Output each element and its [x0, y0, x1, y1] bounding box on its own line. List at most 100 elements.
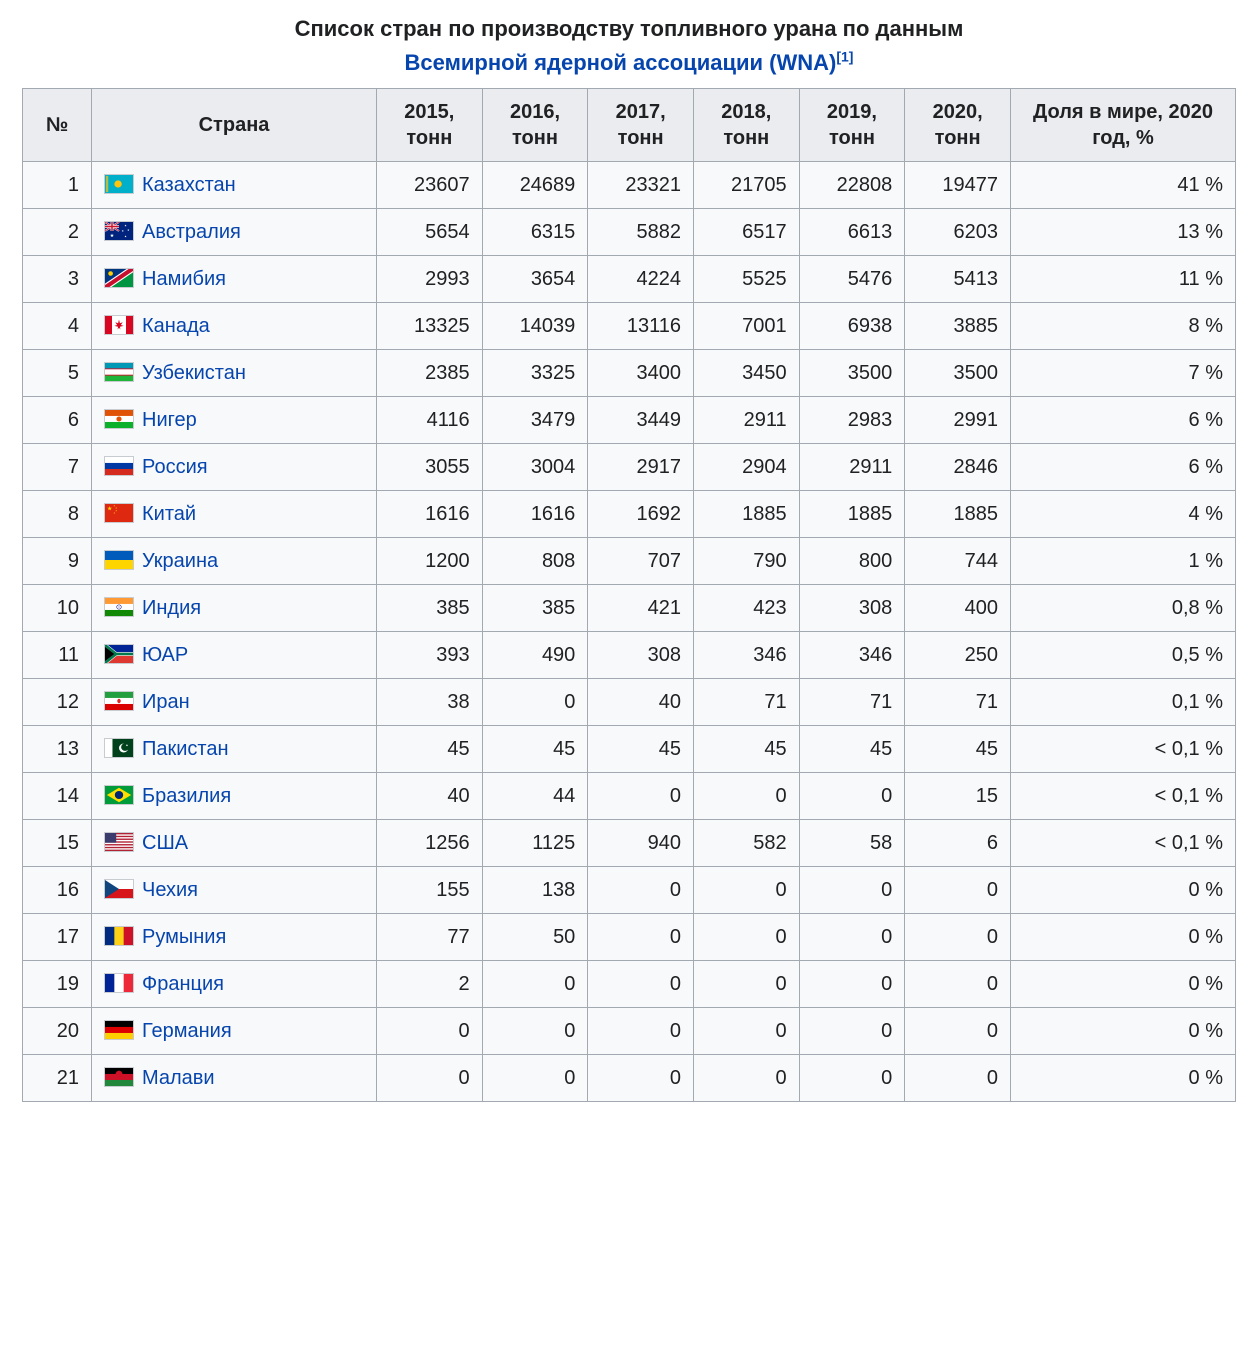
country-link[interactable]: Узбекистан	[142, 362, 246, 384]
cell-country: Бразилия	[92, 773, 377, 820]
cell-value: 38	[377, 679, 483, 726]
col-2019[interactable]: 2019, тонн	[799, 89, 905, 162]
country-link[interactable]: Чехия	[142, 879, 198, 901]
country-link[interactable]: Франция	[142, 973, 224, 995]
cell-value: 15	[905, 773, 1011, 820]
table-row: 21Малави0000000 %	[23, 1055, 1236, 1102]
country-link[interactable]: Россия	[142, 456, 208, 478]
cell-country: Украина	[92, 538, 377, 585]
ru-flag-icon	[104, 456, 134, 476]
cell-value: 3325	[482, 350, 588, 397]
table-row: 2Австралия56546315588265176613620313 %	[23, 209, 1236, 256]
caption-line1: Список стран по производству топливного …	[295, 16, 964, 41]
cell-rank: 17	[23, 914, 92, 961]
cell-share: 4 %	[1011, 491, 1236, 538]
br-flag-icon	[104, 785, 134, 805]
cell-share: < 0,1 %	[1011, 820, 1236, 867]
country-link[interactable]: Малави	[142, 1067, 215, 1089]
cell-country: Чехия	[92, 867, 377, 914]
cell-rank: 19	[23, 961, 92, 1008]
cell-value: 21705	[693, 162, 799, 209]
country-link[interactable]: Намибия	[142, 268, 226, 290]
col-2016[interactable]: 2016, тонн	[482, 89, 588, 162]
cell-value: 0	[588, 1055, 694, 1102]
cell-value: 0	[799, 1055, 905, 1102]
cell-share: 0,1 %	[1011, 679, 1236, 726]
country-link[interactable]: Китай	[142, 503, 196, 525]
cell-value: 1616	[377, 491, 483, 538]
cell-rank: 15	[23, 820, 92, 867]
country-link[interactable]: США	[142, 832, 188, 854]
cell-value: 1125	[482, 820, 588, 867]
cell-share: 6 %	[1011, 397, 1236, 444]
cell-value: 0	[588, 961, 694, 1008]
country-link[interactable]: Казахстан	[142, 174, 236, 196]
cell-country: Австралия	[92, 209, 377, 256]
cell-share: 41 %	[1011, 162, 1236, 209]
cell-country: Узбекистан	[92, 350, 377, 397]
cell-rank: 4	[23, 303, 92, 350]
country-link[interactable]: Нигер	[142, 409, 197, 431]
cell-value: 6	[905, 820, 1011, 867]
cell-value: 71	[693, 679, 799, 726]
cell-value: 0	[905, 914, 1011, 961]
country-link[interactable]: Бразилия	[142, 785, 231, 807]
table-row: 4Канада1332514039131167001693838858 %	[23, 303, 1236, 350]
cell-value: 2904	[693, 444, 799, 491]
cell-value: 0	[482, 1008, 588, 1055]
cell-value: 346	[693, 632, 799, 679]
country-link[interactable]: Канада	[142, 315, 210, 337]
cz-flag-icon	[104, 879, 134, 899]
pk-flag-icon	[104, 738, 134, 758]
country-link[interactable]: Иран	[142, 691, 190, 713]
cell-value: 0	[588, 1008, 694, 1055]
cell-value: 40	[377, 773, 483, 820]
col-rank[interactable]: №	[23, 89, 92, 162]
cell-rank: 3	[23, 256, 92, 303]
country-link[interactable]: Румыния	[142, 926, 226, 948]
cell-value: 1200	[377, 538, 483, 585]
country-link[interactable]: ЮАР	[142, 644, 188, 666]
col-2017[interactable]: 2017, тонн	[588, 89, 694, 162]
cell-value: 1256	[377, 820, 483, 867]
cell-value: 22808	[799, 162, 905, 209]
cell-share: 0 %	[1011, 914, 1236, 961]
cell-value: 58	[799, 820, 905, 867]
table-row: 5Узбекистан2385332534003450350035007 %	[23, 350, 1236, 397]
cell-value: 308	[799, 585, 905, 632]
cell-share: 0,5 %	[1011, 632, 1236, 679]
cell-value: 1885	[693, 491, 799, 538]
col-2015[interactable]: 2015, тонн	[377, 89, 483, 162]
cell-value: 155	[377, 867, 483, 914]
cell-value: 808	[482, 538, 588, 585]
cell-value: 1616	[482, 491, 588, 538]
cell-value: 0	[377, 1055, 483, 1102]
country-link[interactable]: Австралия	[142, 221, 241, 243]
cell-rank: 11	[23, 632, 92, 679]
country-link[interactable]: Индия	[142, 597, 201, 619]
cell-value: 6517	[693, 209, 799, 256]
table-row: 1Казахстан236072468923321217052280819477…	[23, 162, 1236, 209]
cell-value: 346	[799, 632, 905, 679]
cell-rank: 10	[23, 585, 92, 632]
cell-country: Иран	[92, 679, 377, 726]
caption-ref[interactable]: [1]	[836, 49, 853, 65]
in-flag-icon	[104, 597, 134, 617]
cell-rank: 20	[23, 1008, 92, 1055]
caption-link[interactable]: Всемирной ядерной ассоциации (WNA)	[405, 50, 837, 75]
col-2018[interactable]: 2018, тонн	[693, 89, 799, 162]
uranium-production-table: № Страна 2015, тонн 2016, тонн 2017, тон…	[22, 88, 1236, 1102]
col-2020[interactable]: 2020, тонн	[905, 89, 1011, 162]
cell-value: 423	[693, 585, 799, 632]
ua-flag-icon	[104, 550, 134, 570]
country-link[interactable]: Германия	[142, 1020, 232, 1042]
cell-rank: 9	[23, 538, 92, 585]
col-country[interactable]: Страна	[92, 89, 377, 162]
country-link[interactable]: Украина	[142, 550, 218, 572]
cell-value: 490	[482, 632, 588, 679]
cell-value: 2846	[905, 444, 1011, 491]
cell-value: 4116	[377, 397, 483, 444]
col-share[interactable]: Доля в мире, 2020 год, %	[1011, 89, 1236, 162]
cell-value: 13116	[588, 303, 694, 350]
country-link[interactable]: Пакистан	[142, 738, 229, 760]
